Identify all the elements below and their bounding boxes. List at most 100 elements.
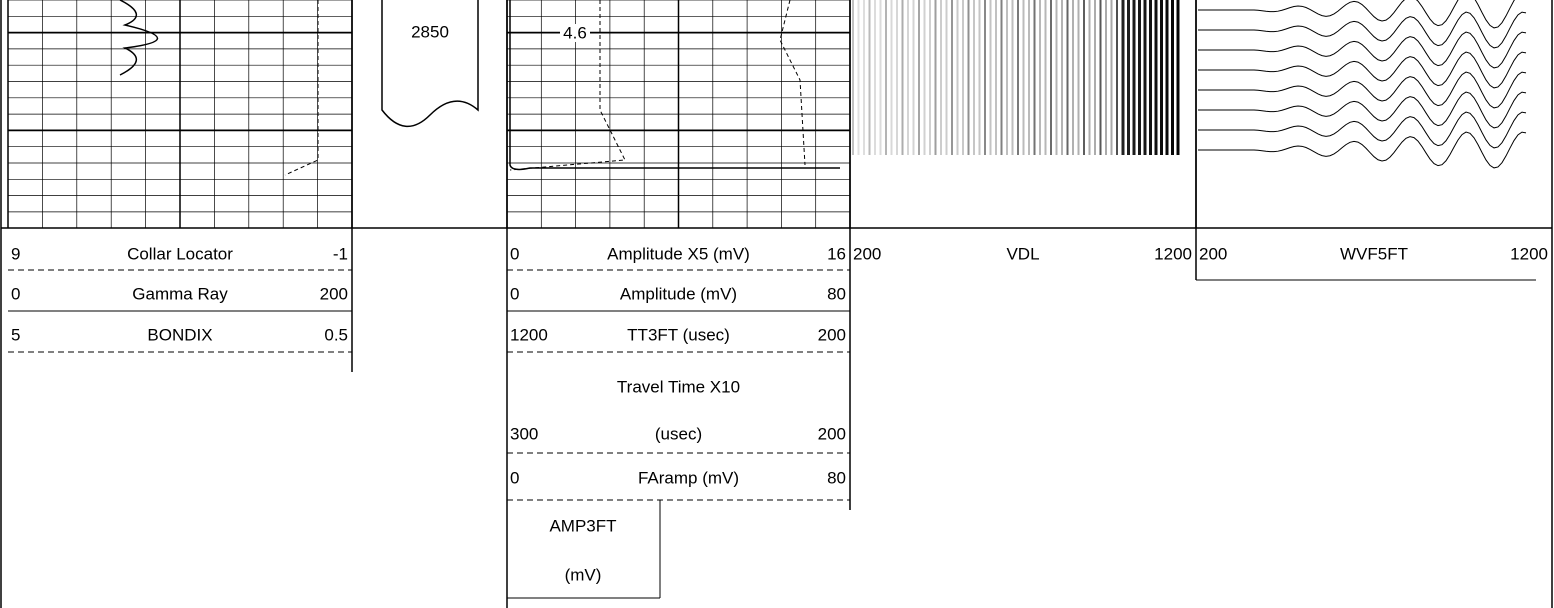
curve-name: Gamma Ray: [132, 284, 228, 303]
curve-name: (usec): [655, 424, 702, 443]
curve-name: WVF5FT: [1340, 244, 1408, 263]
vdl-stripe: [1143, 0, 1147, 155]
vdl-stripe: [1105, 0, 1107, 155]
waveform: [1198, 111, 1527, 149]
vdl-stripe: [940, 0, 942, 155]
scale-left: 300: [510, 424, 538, 443]
waveform: [1198, 71, 1527, 109]
vdl-stripe: [1099, 0, 1102, 155]
waveform: [1198, 51, 1527, 89]
vdl-stripe: [890, 0, 893, 155]
scale-left: 1200: [510, 325, 548, 344]
curve-name: Amplitude X5 (mV): [607, 244, 750, 263]
curve-name: Travel Time X10: [617, 377, 740, 396]
curve: [284, 0, 319, 176]
annotation: 4.6: [563, 23, 587, 42]
depth-label: 2850: [411, 22, 449, 41]
vdl-stripe: [1044, 0, 1047, 155]
vdl-stripe: [1176, 0, 1180, 155]
vdl-stripe: [995, 0, 997, 155]
vdl-stripe: [962, 0, 964, 155]
vdl-stripe: [912, 0, 915, 155]
vdl-stripe: [1055, 0, 1058, 155]
vdl-stripe: [1110, 0, 1113, 155]
vdl-stripe: [1132, 0, 1136, 155]
waveform: [1198, 131, 1527, 169]
vdl-stripe: [945, 0, 948, 155]
curve-name: (mV): [565, 565, 602, 584]
vdl-stripe: [896, 0, 898, 155]
vdl-stripe: [1011, 0, 1014, 155]
vdl-stripe: [857, 0, 860, 155]
vdl-stripe: [1121, 0, 1125, 155]
scale-left: 0: [510, 284, 519, 303]
vdl-stripe: [929, 0, 931, 155]
vdl-stripe: [1171, 0, 1174, 155]
waveform: [1198, 31, 1527, 69]
scale-right: 1200: [1154, 244, 1192, 263]
scale-right: 200: [818, 424, 846, 443]
vdl-stripe: [907, 0, 909, 155]
vdl-stripe: [863, 0, 865, 155]
vdl-stripe: [978, 0, 981, 155]
vdl-stripe: [901, 0, 904, 155]
scale-left: 200: [1199, 244, 1227, 263]
vdl-stripe: [868, 0, 871, 155]
scale-left: 0: [11, 284, 20, 303]
curve-name: Collar Locator: [127, 244, 233, 263]
scale-right: 1200: [1510, 244, 1548, 263]
vdl-stripe: [1066, 0, 1069, 155]
vdl-stripe: [984, 0, 986, 155]
vdl-stripe: [973, 0, 975, 155]
vdl-stripe: [1000, 0, 1003, 155]
scale-left: 200: [853, 244, 881, 263]
scale-left: 0: [510, 244, 519, 263]
curve: [119, 0, 159, 76]
waveform: [1198, 11, 1527, 49]
vdl-stripe: [1061, 0, 1063, 155]
vdl-stripe: [989, 0, 992, 155]
vdl-stripe: [956, 0, 959, 155]
vdl-stripe: [1083, 0, 1085, 155]
vdl-stripe: [1017, 0, 1019, 155]
scale-right: 200: [818, 325, 846, 344]
vdl-stripe: [934, 0, 937, 155]
vdl-stripe: [852, 0, 854, 155]
vdl-stripe: [885, 0, 887, 155]
vdl-stripe: [1077, 0, 1080, 155]
curves: [119, 0, 1527, 176]
vdl-stripe: [918, 0, 920, 155]
vdl-stripe: [1149, 0, 1152, 155]
vdl-stripe: [1072, 0, 1074, 155]
header: Collar Locator 9 -1 Gamma Ray 0 200 BONDIX 5 0.5…: [8, 244, 1548, 599]
curve-name: AMP3FT: [549, 516, 616, 535]
curve-name: VDL: [1006, 244, 1039, 263]
vdl-stripe: [1160, 0, 1163, 155]
vdl-stripe: [1006, 0, 1008, 155]
vdl-stripe: [951, 0, 953, 155]
vdl-stripe: [967, 0, 970, 155]
scale-right: -1: [333, 244, 348, 263]
curve-name: Amplitude (mV): [620, 284, 737, 303]
curve-name: BONDIX: [147, 325, 212, 344]
curve-name: TT3FT (usec): [627, 325, 730, 344]
vdl-stripe: [1022, 0, 1025, 155]
scale-right: 80: [827, 468, 846, 487]
scale-left: 9: [11, 244, 20, 263]
vdl-stripe: [1050, 0, 1052, 155]
vdl-stripe: [1033, 0, 1036, 155]
vdl-stripe: [1094, 0, 1096, 155]
vdl-stripe: [1028, 0, 1030, 155]
vdl-stripe: [1165, 0, 1169, 155]
waveform: [1198, 91, 1527, 129]
vdl-stripe: [1088, 0, 1091, 155]
scale-right: 16: [827, 244, 846, 263]
scale-right: 200: [320, 284, 348, 303]
curve-name: FAramp (mV): [638, 468, 739, 487]
depth-box: [381, 0, 479, 128]
scale-right: 0.5: [324, 325, 348, 344]
curve: [509, 0, 840, 171]
vdl-stripe: [1138, 0, 1141, 155]
